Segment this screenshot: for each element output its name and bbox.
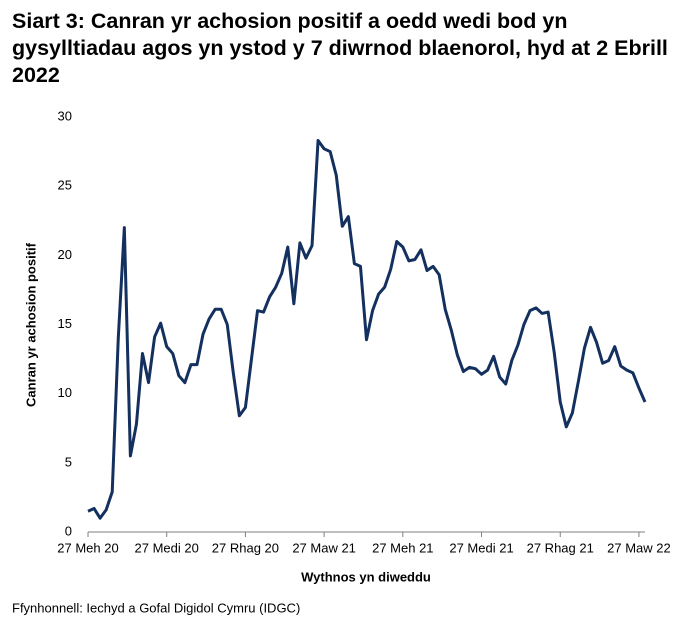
x-axis-label: Wythnos yn diweddu xyxy=(301,569,431,584)
source: Ffynhonnell: Iechyd a Gofal Digidol Cymr… xyxy=(12,600,300,615)
x-tick-label: 27 Meh 21 xyxy=(372,540,433,555)
x-tick-label: 27 Rhag 20 xyxy=(212,540,279,555)
y-axis-label: Canran yr achosion positif xyxy=(23,242,38,407)
y-tick-label: 0 xyxy=(65,523,72,538)
y-tick-label: 15 xyxy=(58,316,72,331)
chart-title: Siart 3: Canran yr achosion positif a oe… xyxy=(12,9,668,87)
x-tick-label: 27 Maw 22 xyxy=(607,540,671,555)
y-tick-label: 10 xyxy=(58,385,72,400)
data-line xyxy=(87,139,647,520)
y-tick-label: 20 xyxy=(58,247,72,262)
x-tick-label: 27 Rhag 21 xyxy=(527,540,594,555)
y-tick-label: 5 xyxy=(65,454,72,469)
x-tick-label: 27 Meh 20 xyxy=(57,540,118,555)
y-tick-label: 30 xyxy=(58,108,72,123)
x-tick-label: 27 Maw 21 xyxy=(292,540,356,555)
x-tick-label: 27 Medi 20 xyxy=(135,540,199,555)
x-tick-label: 27 Medi 21 xyxy=(449,540,513,555)
y-tick-label: 25 xyxy=(58,178,72,193)
